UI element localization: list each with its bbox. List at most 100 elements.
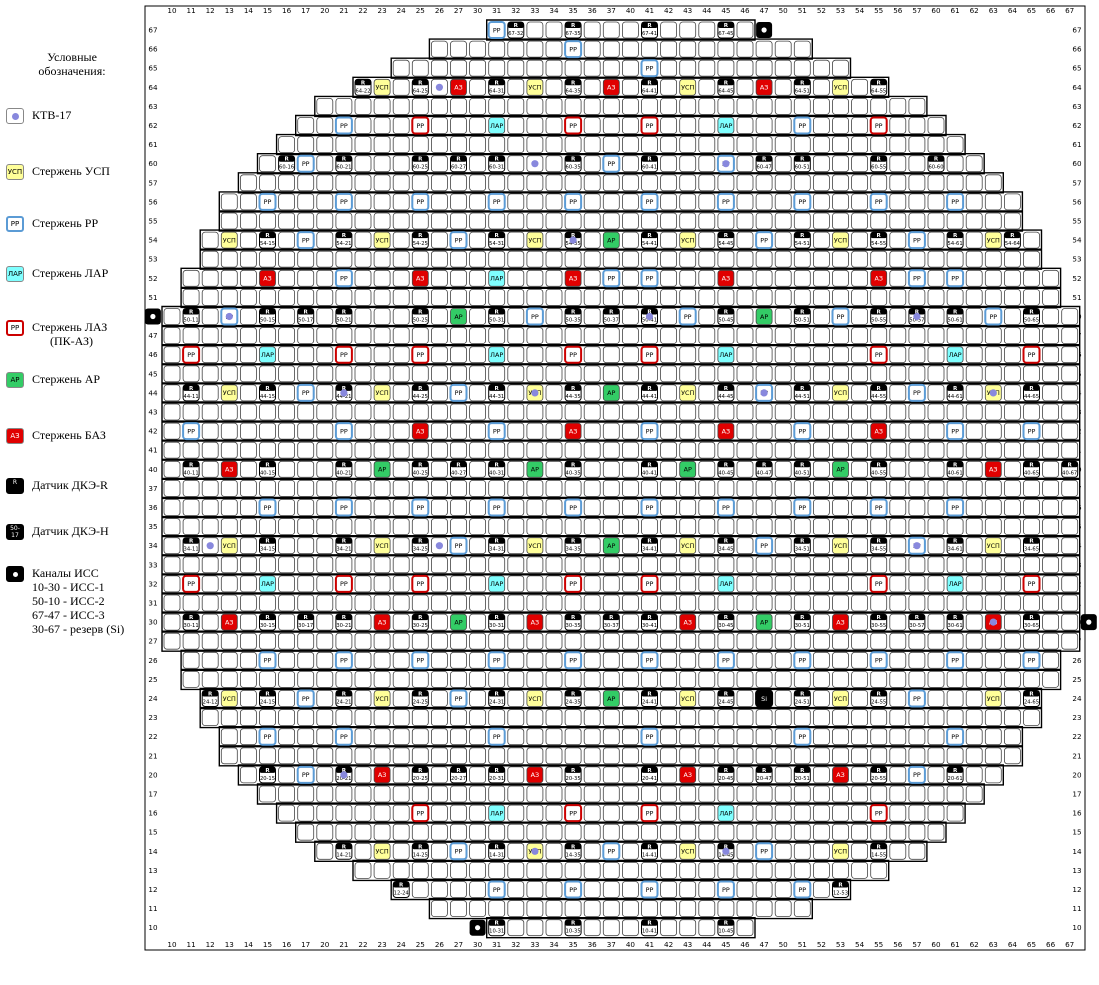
core-cell — [1061, 365, 1079, 383]
core-cell — [430, 174, 448, 192]
core-cell — [507, 40, 525, 58]
core-cell — [450, 288, 467, 306]
sensor-type-label: R — [304, 615, 309, 621]
core-cell — [813, 594, 830, 612]
core-cell — [1004, 269, 1021, 287]
cell-label: АЗ — [225, 618, 233, 626]
core-cell — [373, 422, 391, 440]
core-cell — [679, 269, 697, 287]
rr-rod-cell — [296, 154, 315, 173]
core-cell — [660, 671, 677, 688]
core-cell — [698, 823, 716, 841]
core-cell — [813, 59, 830, 77]
core-cell — [545, 804, 563, 822]
core-cell — [545, 594, 563, 612]
laz-rod-cell — [334, 345, 353, 364]
core-cell — [679, 21, 697, 39]
rr-rod-cell — [946, 727, 965, 746]
core-cell — [717, 632, 735, 650]
core-cell — [583, 231, 601, 249]
core-cell — [755, 499, 773, 516]
rr-rod-cell — [334, 651, 353, 670]
sensor-code-label: 40-45 — [718, 470, 733, 476]
core-cell — [813, 155, 830, 173]
core-cell — [469, 479, 487, 497]
core-cell — [698, 460, 716, 478]
core-cell — [316, 709, 334, 726]
core-cell — [602, 671, 620, 688]
core-cell — [583, 804, 601, 822]
core-cell — [813, 804, 830, 822]
core-cell — [469, 441, 487, 459]
core-cell — [430, 518, 448, 535]
core-cell — [755, 365, 773, 383]
core-cell — [622, 269, 639, 287]
core-cell — [984, 632, 1002, 650]
core-cell — [813, 422, 830, 440]
core-cell — [602, 556, 620, 574]
usp-rod-cell — [373, 537, 391, 555]
core-cell — [182, 403, 200, 421]
sensor-top-band — [565, 461, 582, 468]
cell-label: РР — [493, 427, 501, 435]
sensor-type-label: R — [342, 386, 347, 392]
core-cell — [1004, 632, 1021, 650]
core-cell — [411, 288, 429, 306]
legend-label: Стержень БАЗ — [32, 428, 106, 442]
core-cell — [430, 250, 448, 268]
core-cell — [1042, 556, 1059, 574]
baz-rod-cell — [373, 766, 391, 784]
core-cell — [889, 174, 907, 192]
sensor-code-label: 24-25 — [413, 700, 428, 706]
core-cell — [259, 365, 276, 383]
core-cell — [526, 499, 544, 516]
rr-rod-cell — [258, 651, 277, 670]
core-cell — [717, 900, 735, 917]
core-cell — [1023, 327, 1040, 345]
core-cell — [736, 728, 754, 746]
core-cell — [201, 556, 219, 574]
core-cell — [201, 709, 219, 726]
core-cell — [373, 346, 391, 364]
core-cell — [583, 881, 601, 898]
ar-rod-cell — [755, 308, 773, 325]
core-cell — [717, 441, 735, 459]
core-cell — [335, 174, 353, 192]
core-cell — [622, 804, 639, 822]
cell-label: УСП — [376, 542, 389, 550]
cell-label: РР — [416, 351, 424, 359]
core-cell — [679, 709, 697, 726]
rr-rod-cell — [487, 727, 506, 746]
core-cell — [239, 174, 257, 192]
rr-rod-cell — [449, 383, 468, 402]
core-cell — [1061, 632, 1079, 650]
core-cell — [602, 346, 620, 364]
core-cell — [278, 690, 296, 707]
core-cell — [354, 804, 372, 822]
sensor-code-label: 14-55 — [871, 852, 886, 858]
core-cell — [1004, 651, 1021, 669]
core-cell — [736, 823, 754, 841]
core-cell — [297, 785, 315, 803]
core-cell — [278, 632, 296, 650]
core-cell — [1023, 499, 1040, 516]
core-cell — [392, 269, 410, 287]
sensor-top-band — [1023, 537, 1040, 544]
core-cell — [698, 651, 716, 669]
y-axis-label-right: 20 — [1072, 770, 1082, 779]
core-cell — [908, 155, 926, 173]
core-cell — [832, 441, 849, 459]
core-cell — [889, 98, 907, 115]
ktv-dot-icon — [760, 389, 768, 397]
core-cell — [927, 269, 945, 287]
core-cell — [755, 269, 773, 287]
core-cell — [220, 441, 238, 459]
core-cell — [774, 155, 792, 173]
core-cell — [889, 785, 907, 803]
sensor-top-band — [794, 232, 811, 239]
core-cell — [163, 594, 181, 612]
core-cell — [450, 365, 467, 383]
core-cell — [316, 346, 334, 364]
core-cell — [793, 900, 811, 917]
core-cell — [392, 78, 410, 96]
